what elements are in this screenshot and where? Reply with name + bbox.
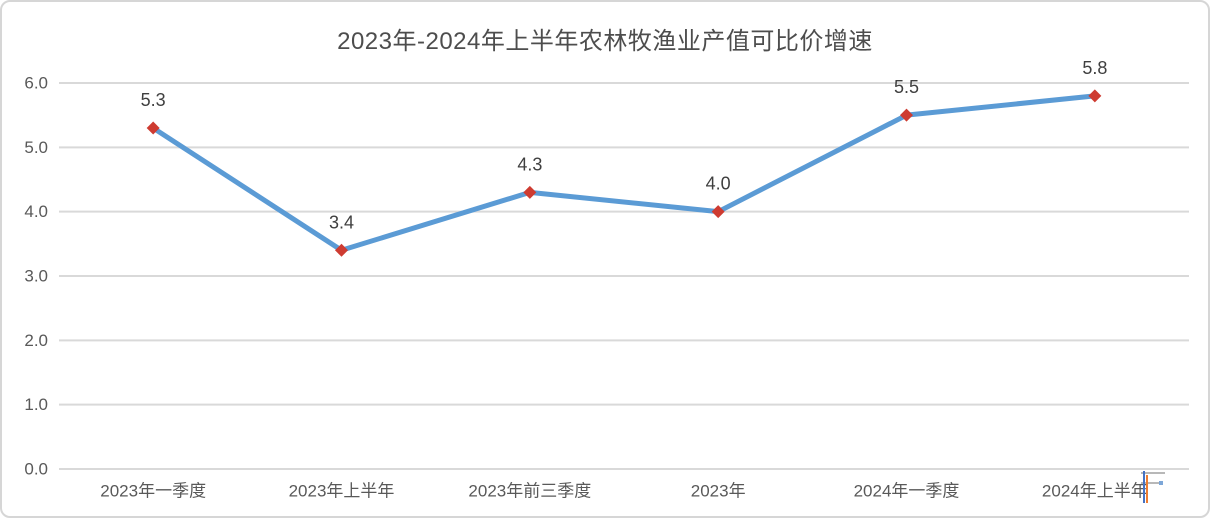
data-point-label: 4.0 (706, 174, 731, 194)
x-category-label: 2023年上半年 (289, 482, 395, 501)
data-point-marker (523, 185, 537, 199)
data-point-marker (335, 243, 348, 257)
x-category-label: 2023年 (691, 482, 746, 501)
x-category-label: 2023年前三季度 (468, 482, 591, 501)
data-point-marker (1088, 89, 1102, 103)
y-tick-label: 3.0 (24, 267, 48, 286)
chart-title: 2023年-2024年上半年农林牧渔业产值可比价增速 (337, 28, 873, 55)
y-tick-label: 1.0 (24, 395, 48, 414)
y-tick-label: 0.0 (24, 460, 48, 479)
y-tick-label: 6.0 (24, 74, 48, 93)
series-line (150, 93, 1098, 253)
y-tick-label: 4.0 (24, 202, 48, 221)
data-point-label: 3.4 (329, 212, 354, 232)
mini-table-artifact-icon (1141, 471, 1165, 503)
x-category-label: 2024年上半年 (1042, 482, 1148, 501)
data-point-label: 5.8 (1082, 58, 1107, 78)
data-point-label: 5.5 (894, 77, 919, 97)
data-point-label: 5.3 (141, 90, 166, 110)
data-point-marker (711, 205, 725, 219)
data-point-label: 4.3 (517, 154, 542, 174)
x-category-label: 2024年一季度 (854, 482, 960, 501)
y-tick-label: 5.0 (24, 138, 48, 157)
y-tick-label: 2.0 (24, 331, 48, 350)
data-point-marker (900, 108, 913, 122)
data-point-marker (146, 121, 160, 135)
x-category-label: 2023年一季度 (100, 482, 206, 501)
